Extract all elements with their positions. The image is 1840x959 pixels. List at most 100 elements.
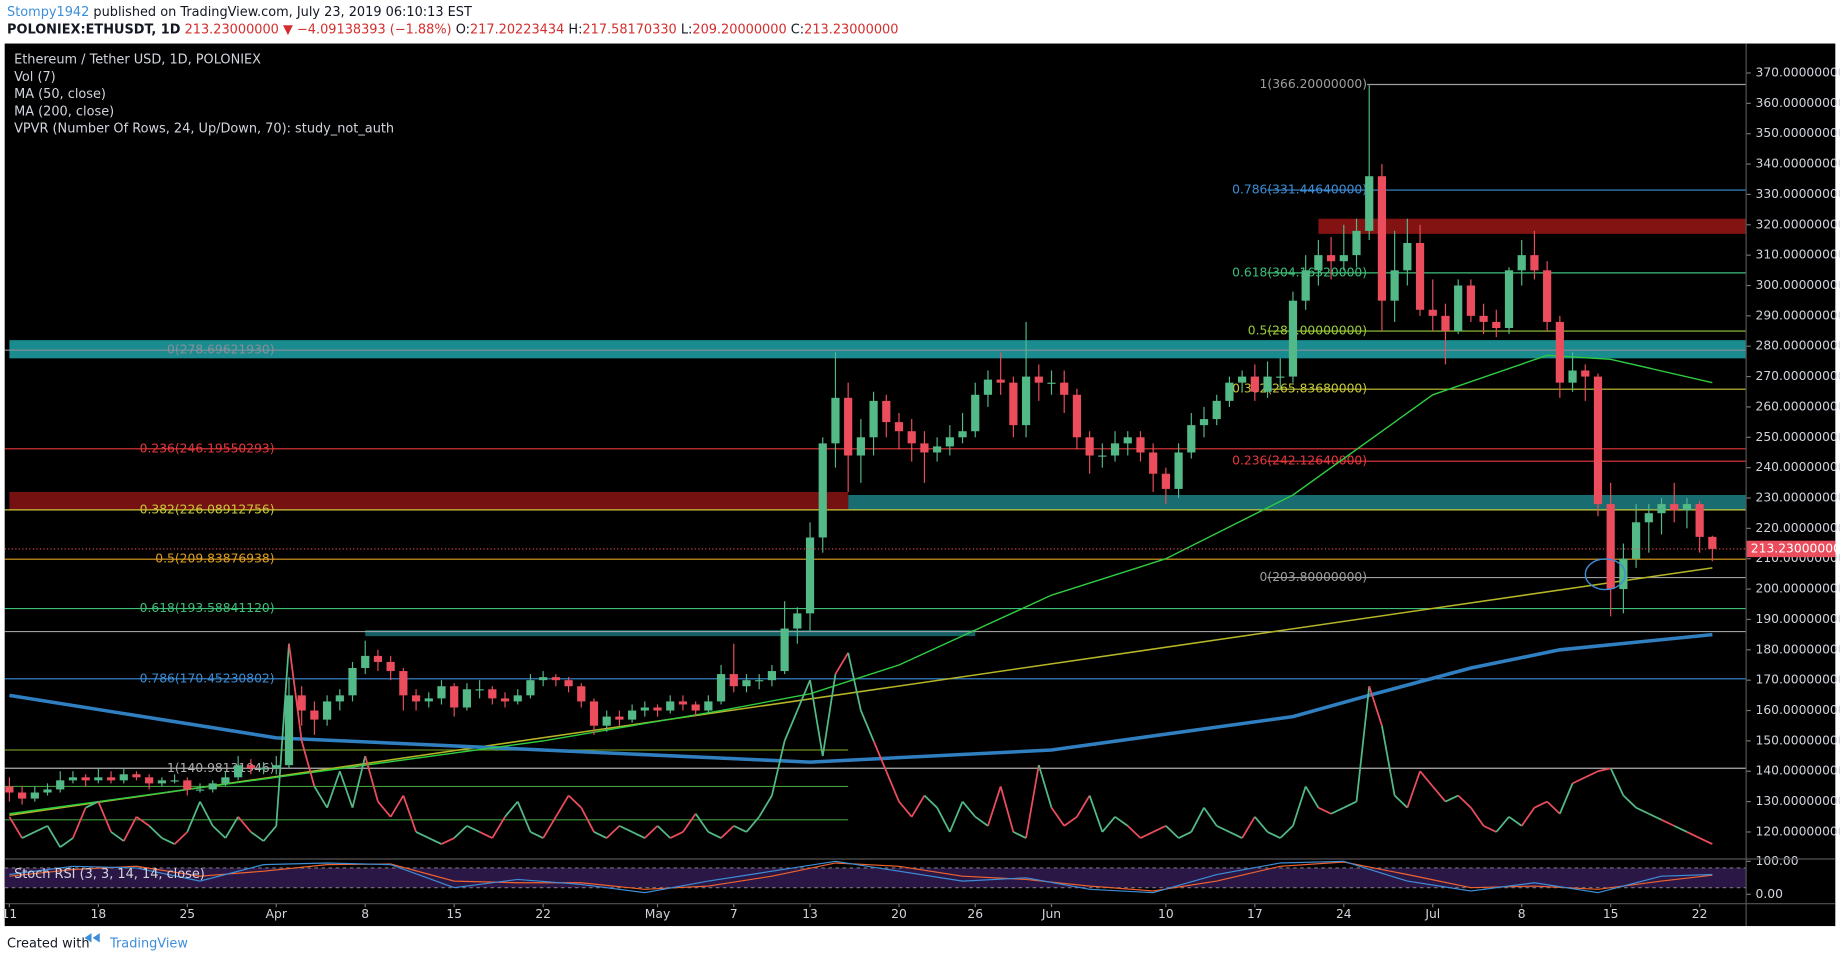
x-tick-label: 10 [1158,907,1174,921]
volume-segment [1178,831,1192,839]
l: 209.20000000 [692,22,786,37]
volume-segment [1495,816,1510,833]
candle-body [68,777,78,781]
volume-segment [428,837,442,845]
candle-body [1021,376,1031,426]
volume-segment [504,801,519,818]
volume-segment [1140,831,1154,839]
x-tick-label: May [645,907,670,921]
fib-label: 1(366.20000000) [1260,77,1368,91]
footer-logo [84,933,100,943]
candle-body [1479,315,1488,322]
volume-segment [1114,816,1129,827]
candle-body [1110,443,1120,456]
volume-segment [644,825,659,839]
volume-segment [402,795,417,833]
y-tick-label: 320.00000000 [1756,217,1840,231]
candle-body [284,695,294,766]
volume-segment [872,740,888,772]
candle-body [1530,255,1539,271]
volume-segment [1609,767,1625,796]
y-tick-label: 230.00000000 [1756,491,1840,505]
h-label: H: [568,22,582,37]
h: 217.58170330 [582,22,676,37]
volume-segment [1101,816,1116,833]
candle-body [1415,242,1425,310]
candle-body [1161,473,1170,489]
candle-body [1085,437,1094,456]
candle-body [462,689,472,708]
candle-body [767,671,777,681]
candle-body [30,792,39,799]
y-tick-label: 160.00000000 [1756,703,1840,717]
candle-body [1619,558,1628,590]
candle-body [1314,255,1323,271]
volume-segment [377,801,392,818]
candle-body [1428,309,1437,316]
volume-segment [1088,795,1104,833]
x-tick-label: 13 [802,907,818,921]
candle-body [933,446,942,453]
fib-label: 0.618(304.16320000) [1232,265,1367,279]
volume-segment [974,816,989,827]
footer: Created with TradingView [7,936,188,951]
candle-body [1517,255,1526,271]
y-tick-label: 330.00000000 [1756,187,1840,201]
volume-segment [1343,800,1357,809]
volume-segment [542,816,557,839]
volume-segment [1534,800,1548,809]
y-tick-label: 360.00000000 [1756,96,1840,110]
y-tick-label: 170.00000000 [1756,673,1840,687]
candle-body [450,686,459,708]
candle-body [310,710,319,720]
candle-body [411,695,421,702]
author[interactable]: Stompy1942 [7,4,89,19]
x-tick-label: 11 [2,907,18,921]
last-price-label: 213.23000000 [1751,541,1840,555]
volume-segment [1229,831,1243,839]
y-tick-label: 240.00000000 [1756,460,1840,474]
candle-body [348,668,357,696]
fib-label: 0.236(242.12640000) [1232,454,1367,468]
candle-body [1631,522,1641,559]
candle-body [577,686,586,702]
candle-body [1326,255,1336,262]
candle-body [208,783,217,790]
y-tick-label: 120.00000000 [1756,824,1840,838]
volume-segment [1203,807,1218,827]
volume-segment [1699,837,1713,845]
volume-segment [199,801,214,827]
candle-body [17,792,27,799]
candle-body [1136,437,1145,453]
candle-body [1555,321,1564,383]
volume-segment [85,800,99,809]
volume-segment [364,755,379,802]
volume-segment [135,816,150,827]
fib-label: 0.5(209.83876938) [155,552,274,566]
ma50-line [9,354,1713,815]
volume-segment [936,807,951,833]
candle-body [195,789,205,791]
candle-body [1670,504,1679,511]
volume-segment [1012,831,1027,839]
x-tick-label: 22 [1692,907,1708,921]
volume-segment [389,795,405,818]
volume-segment [1635,806,1650,815]
x-tick-label: 26 [967,907,983,921]
candle-body [1288,300,1298,377]
indicator-legend: Vol (7) [14,70,56,85]
x-tick-label: 24 [1336,907,1352,921]
c-label: C: [791,22,804,37]
volume-segment [516,801,532,833]
volume-segment [555,795,570,818]
header-line: Stompy1942 published on TradingView.com,… [7,4,472,19]
candle-body [894,422,904,432]
candle-body [424,698,433,702]
volume-segment [1292,786,1307,827]
candle-body [1454,285,1463,332]
volume-segment [656,825,671,839]
candle-body [793,613,802,629]
candle-body [1072,394,1082,438]
footer-brand[interactable]: TradingView [109,936,188,951]
candle-body [335,695,344,702]
